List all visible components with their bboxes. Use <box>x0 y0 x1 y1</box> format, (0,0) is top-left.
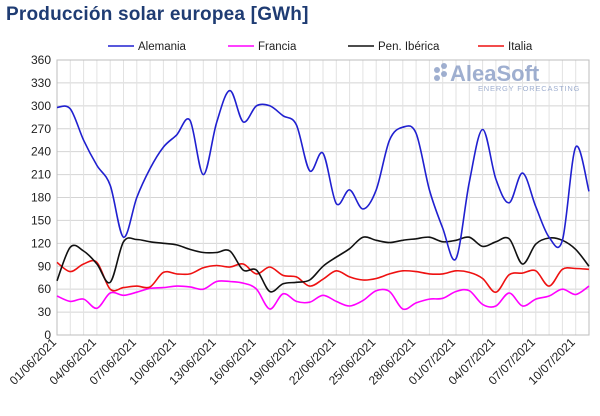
series-lines <box>56 89 590 311</box>
y-tick-label: 270 <box>31 122 51 136</box>
y-tick-label: 210 <box>31 168 51 182</box>
y-tick-label: 240 <box>31 145 51 159</box>
series-line-francia <box>56 280 590 311</box>
y-tick-label: 0 <box>44 328 51 342</box>
y-tick-label: 180 <box>31 191 51 205</box>
y-tick-label: 30 <box>38 305 52 319</box>
series-line-alemania <box>56 89 590 261</box>
x-axis: 01/06/202104/06/202107/06/202110/06/2021… <box>7 335 578 388</box>
logo-tagline: ENERGY FORECASTING <box>478 84 580 93</box>
logo-name: AleaSoft <box>450 61 540 86</box>
series-line-italia <box>56 259 590 293</box>
y-tick-label: 360 <box>31 53 51 67</box>
series-line-pen-ib-rica <box>56 236 590 293</box>
chart-title: Producción solar europea [GWh] <box>6 4 309 25</box>
aleasoft-logo: AleaSoft ENERGY FORECASTING <box>434 61 580 93</box>
y-tick-label: 150 <box>31 213 51 227</box>
y-tick-label: 300 <box>31 99 51 113</box>
y-tick-label: 90 <box>38 259 52 273</box>
legend-label-pen-ib-rica: Pen. Ibérica <box>378 41 440 53</box>
legend-label-italia: Italia <box>508 41 533 53</box>
y-axis: 0 30 60 90 120 150 180 210 240 270 300 330 360 <box>31 53 51 342</box>
logo-dot-icon <box>434 75 440 81</box>
logo-dot-icon <box>441 71 447 77</box>
logo-dot-icon <box>434 67 440 73</box>
plot-border <box>56 59 590 336</box>
y-tick-label: 120 <box>31 236 51 250</box>
legend-label-francia: Francia <box>258 41 297 53</box>
legend: Alemania Francia Pen. Ibérica Italia <box>108 41 533 53</box>
legend-label-alemania: Alemania <box>138 41 187 53</box>
logo-dot-icon <box>441 63 447 69</box>
y-tick-label: 60 <box>38 282 52 296</box>
y-tick-label: 330 <box>31 76 51 90</box>
